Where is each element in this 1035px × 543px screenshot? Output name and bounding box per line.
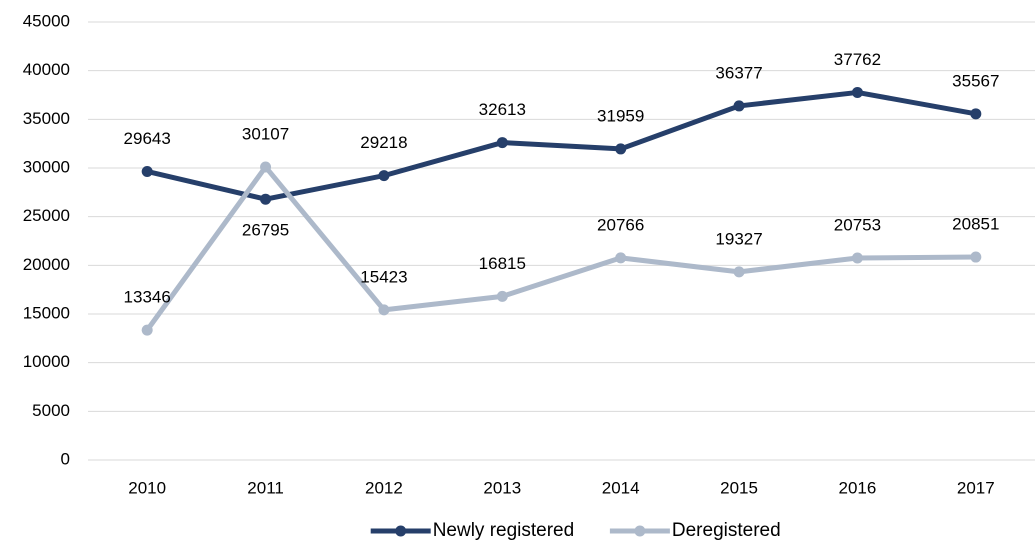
legend-marker xyxy=(395,525,407,537)
x-tick-label: 2010 xyxy=(128,478,166,497)
x-tick-label: 2014 xyxy=(602,478,640,497)
data-point xyxy=(970,108,982,120)
data-point xyxy=(378,304,390,316)
data-label: 36377 xyxy=(715,63,762,82)
y-tick-label: 35000 xyxy=(23,109,70,128)
data-point xyxy=(141,324,153,336)
x-tick-label: 2012 xyxy=(365,478,403,497)
data-point xyxy=(496,290,508,302)
data-point xyxy=(260,161,272,173)
data-label: 31959 xyxy=(597,106,644,125)
legend-label: Newly registered xyxy=(433,520,575,541)
y-tick-label: 5000 xyxy=(32,401,70,420)
data-point xyxy=(733,266,745,278)
data-label: 20753 xyxy=(834,215,881,234)
series-line xyxy=(145,164,976,332)
data-label: 30107 xyxy=(242,124,289,143)
data-label: 29643 xyxy=(124,129,171,148)
data-label: 15423 xyxy=(360,267,407,286)
data-point xyxy=(496,137,508,149)
x-tick-label: 2013 xyxy=(483,478,521,497)
y-tick-label: 0 xyxy=(61,449,70,468)
data-label: 26795 xyxy=(242,221,289,240)
x-tick-label: 2016 xyxy=(839,478,877,497)
data-point xyxy=(615,143,627,155)
data-point xyxy=(615,252,627,264)
legend-label: Deregistered xyxy=(672,520,781,541)
data-point xyxy=(851,252,863,264)
y-tick-label: 30000 xyxy=(23,157,70,176)
data-label: 20766 xyxy=(597,215,644,234)
y-tick-label: 25000 xyxy=(23,206,70,225)
data-label: 35567 xyxy=(952,71,999,90)
data-point xyxy=(378,170,390,182)
data-label: 20851 xyxy=(952,215,999,234)
series-line xyxy=(146,89,977,202)
data-label: 13346 xyxy=(124,288,171,307)
y-tick-label: 15000 xyxy=(23,303,70,322)
data-point xyxy=(733,100,745,112)
data-label: 19327 xyxy=(715,229,762,248)
x-tick-label: 2011 xyxy=(247,478,284,497)
data-label: 16815 xyxy=(479,254,526,273)
data-point xyxy=(851,86,863,98)
x-tick-label: 2015 xyxy=(720,478,758,497)
data-point xyxy=(260,193,272,205)
data-label: 29218 xyxy=(360,133,407,152)
data-point xyxy=(970,251,982,263)
x-tick-label: 2017 xyxy=(957,478,995,497)
data-label: 32613 xyxy=(479,100,526,119)
y-tick-label: 45000 xyxy=(23,11,70,30)
legend-marker xyxy=(634,525,646,537)
data-label: 37762 xyxy=(834,50,881,69)
y-tick-label: 40000 xyxy=(23,60,70,79)
y-tick-label: 20000 xyxy=(23,255,70,274)
data-point xyxy=(141,165,153,177)
y-tick-label: 10000 xyxy=(23,352,70,371)
